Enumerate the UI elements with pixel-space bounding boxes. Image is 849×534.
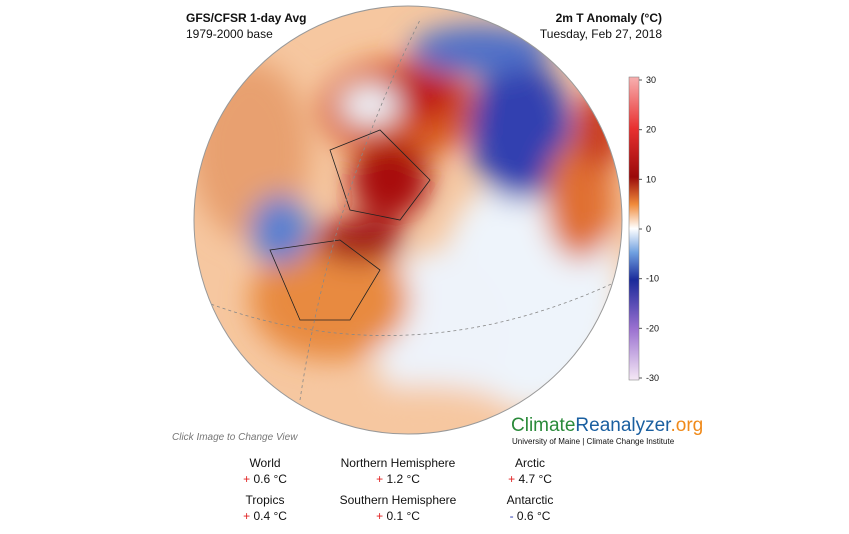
stat-value: + 0.6 °C — [243, 472, 287, 486]
date: Tuesday, Feb 27, 2018 — [540, 27, 662, 41]
stat-value: + 1.2 °C — [376, 472, 420, 486]
subtitle: 1979-2000 base — [186, 27, 273, 41]
colorbar-tick-label: -10 — [646, 274, 659, 284]
stat-number: 0.1 °C — [386, 509, 420, 523]
colorbar-tick-label: -20 — [646, 323, 659, 333]
stat-label: Antarctic — [507, 493, 554, 507]
colorbar-tick-label: -30 — [646, 373, 659, 383]
stat-number: 1.2 °C — [386, 472, 420, 486]
stat-label: Arctic — [515, 456, 545, 470]
stat-label: Tropics — [246, 493, 285, 507]
stat-sign: + — [508, 472, 515, 486]
stat-sign: + — [243, 472, 250, 486]
colorbar-tick-label: 10 — [646, 174, 656, 184]
stat-number: 0.4 °C — [253, 509, 287, 523]
stat-sign: + — [376, 472, 383, 486]
colorbar — [628, 76, 640, 381]
variable: 2m T Anomaly (°C) — [556, 11, 662, 25]
stat-label: World — [249, 456, 280, 470]
hint[interactable]: Click Image to Change View — [172, 432, 298, 443]
globe-outline — [193, 5, 623, 435]
title: GFS/CFSR 1-day Avg — [186, 11, 306, 25]
stat-sign: + — [376, 509, 383, 523]
stat-number: 4.7 °C — [518, 472, 552, 486]
stat-label: Northern Hemisphere — [341, 456, 456, 470]
stat-value: + 0.4 °C — [243, 509, 287, 523]
stat-value: + 0.1 °C — [376, 509, 420, 523]
stat-label: Southern Hemisphere — [340, 493, 457, 507]
colorbar-tick-label: 20 — [646, 125, 656, 135]
stat-number: 0.6 °C — [253, 472, 287, 486]
stat-sign: + — [243, 509, 250, 523]
logo-part: .org — [670, 415, 703, 436]
stat-value: - 0.6 °C — [510, 509, 551, 523]
stat-number: 0.6 °C — [517, 509, 551, 523]
logo: ClimateReanalyzer.org — [511, 415, 703, 436]
logo-tagline: University of Maine | Climate Change Ins… — [512, 437, 675, 446]
logo-part: Climate — [511, 415, 575, 436]
logo-part: Reanalyzer — [575, 415, 672, 436]
globe-map[interactable] — [190, 6, 625, 435]
stat-sign: - — [510, 509, 514, 523]
colorbar-tick-label: 0 — [646, 224, 651, 234]
colorbar-tick-label: 30 — [646, 75, 656, 85]
stat-value: + 4.7 °C — [508, 472, 552, 486]
